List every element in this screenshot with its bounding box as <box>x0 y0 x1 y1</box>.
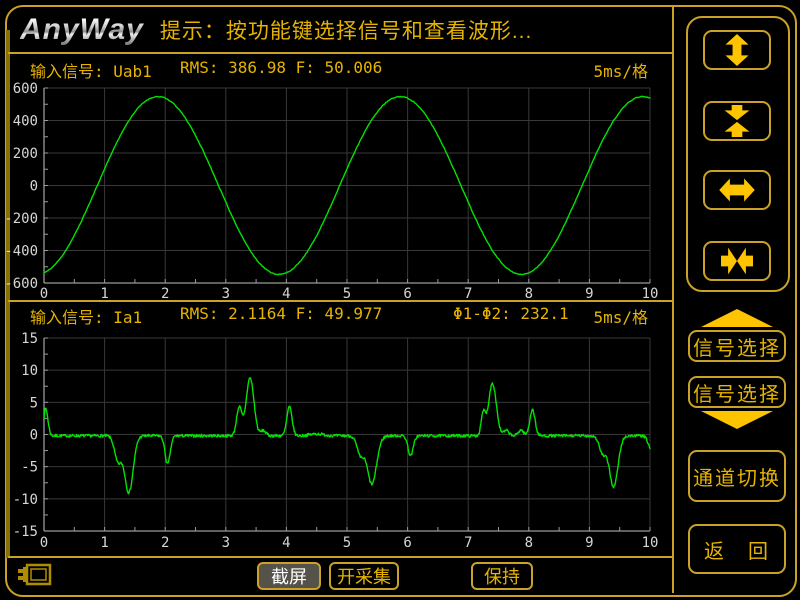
channel-switch-button[interactable]: 通道切换 <box>688 450 786 502</box>
svg-text:10: 10 <box>21 363 38 379</box>
svg-text:1: 1 <box>100 286 108 300</box>
signal-select-down-button[interactable]: 信号选择 <box>688 376 786 430</box>
svg-text:600: 600 <box>13 82 38 97</box>
screenshot-button[interactable]: 截屏 <box>257 562 321 590</box>
current-measurements: RMS: 2.1164 F: 49.977 <box>180 304 383 323</box>
svg-text:3: 3 <box>222 535 230 551</box>
svg-text:10: 10 <box>642 535 659 551</box>
expand-horizontal-button[interactable] <box>703 170 771 210</box>
svg-text:8: 8 <box>525 286 533 300</box>
voltage-measurements: RMS: 386.98 F: 50.006 <box>180 58 383 77</box>
compress-horizontal-button[interactable] <box>703 241 771 281</box>
voltage-chart-header: 输入信号: Uab1 RMS: 386.98 F: 50.006 5ms/格 <box>8 58 672 81</box>
hold-button[interactable]: 保持 <box>471 562 533 590</box>
svg-text:8: 8 <box>525 535 533 551</box>
svg-text:9: 9 <box>585 286 593 300</box>
back-label-left: 返 <box>704 540 726 563</box>
current-timebase: 5ms/格 <box>593 308 648 327</box>
svg-text:10: 10 <box>642 286 659 300</box>
svg-text:0: 0 <box>30 179 38 195</box>
svg-text:7: 7 <box>464 286 472 300</box>
svg-text:200: 200 <box>13 146 38 162</box>
svg-text:-400: -400 <box>4 244 38 260</box>
svg-text:-600: -600 <box>4 276 38 292</box>
current-chart-header: 输入信号: Ia1 RMS: 2.1164 F: 49.977 Φ1-Φ2: 2… <box>8 304 672 327</box>
svg-text:15: 15 <box>21 331 38 347</box>
triangle-up-icon <box>701 309 773 327</box>
waveform-zoom-group <box>686 16 790 292</box>
expand-vertical-icon <box>725 34 749 66</box>
svg-text:7: 7 <box>464 535 472 551</box>
svg-text:5: 5 <box>30 395 38 411</box>
back-button[interactable]: 返 回 <box>688 524 786 574</box>
svg-text:1: 1 <box>100 535 108 551</box>
compress-horizontal-icon <box>721 247 753 275</box>
section-separator <box>8 300 672 302</box>
svg-text:4: 4 <box>282 535 290 551</box>
expand-vertical-button[interactable] <box>703 30 771 70</box>
back-label-right: 回 <box>748 540 770 563</box>
triangle-down-icon <box>701 411 773 429</box>
battery-icon <box>18 563 52 586</box>
svg-text:2: 2 <box>161 286 169 300</box>
signal-select-up-label: 信号选择 <box>688 330 786 362</box>
title-bar: AnyWay 提示：按功能键选择信号和查看波形... <box>8 8 672 54</box>
compress-vertical-icon <box>724 105 750 137</box>
svg-text:3: 3 <box>222 286 230 300</box>
phase-difference: Φ1-Φ2: 232.1 <box>453 304 569 323</box>
hint-text: 提示：按功能键选择信号和查看波形... <box>159 20 533 43</box>
svg-text:-10: -10 <box>13 492 38 508</box>
svg-text:6: 6 <box>403 535 411 551</box>
brand-logo: AnyWay <box>20 13 144 46</box>
svg-text:-200: -200 <box>4 211 38 227</box>
signal-select-down-label: 信号选择 <box>688 376 786 408</box>
svg-text:5: 5 <box>343 286 351 300</box>
svg-text:0: 0 <box>40 535 48 551</box>
compress-vertical-button[interactable] <box>703 101 771 141</box>
voltage-timebase: 5ms/格 <box>593 62 648 81</box>
left-bezel-accent <box>6 30 10 558</box>
voltage-signal-name: 输入信号: Uab1 <box>30 62 152 81</box>
signal-select-up-button[interactable]: 信号选择 <box>688 308 786 362</box>
svg-text:-5: -5 <box>21 460 38 476</box>
svg-text:9: 9 <box>585 535 593 551</box>
svg-text:400: 400 <box>13 114 38 130</box>
svg-text:6: 6 <box>403 286 411 300</box>
svg-text:5: 5 <box>343 535 351 551</box>
svg-text:2: 2 <box>161 535 169 551</box>
sidebar-divider <box>672 7 674 593</box>
expand-horizontal-icon <box>719 178 755 202</box>
svg-text:0: 0 <box>30 428 38 444</box>
svg-text:0: 0 <box>40 286 48 300</box>
start-capture-button[interactable]: 开采集 <box>329 562 399 590</box>
svg-text:4: 4 <box>282 286 290 300</box>
current-signal-name: 输入信号: Ia1 <box>30 308 143 327</box>
statusbar-separator <box>8 556 672 558</box>
svg-text:-15: -15 <box>13 524 38 540</box>
